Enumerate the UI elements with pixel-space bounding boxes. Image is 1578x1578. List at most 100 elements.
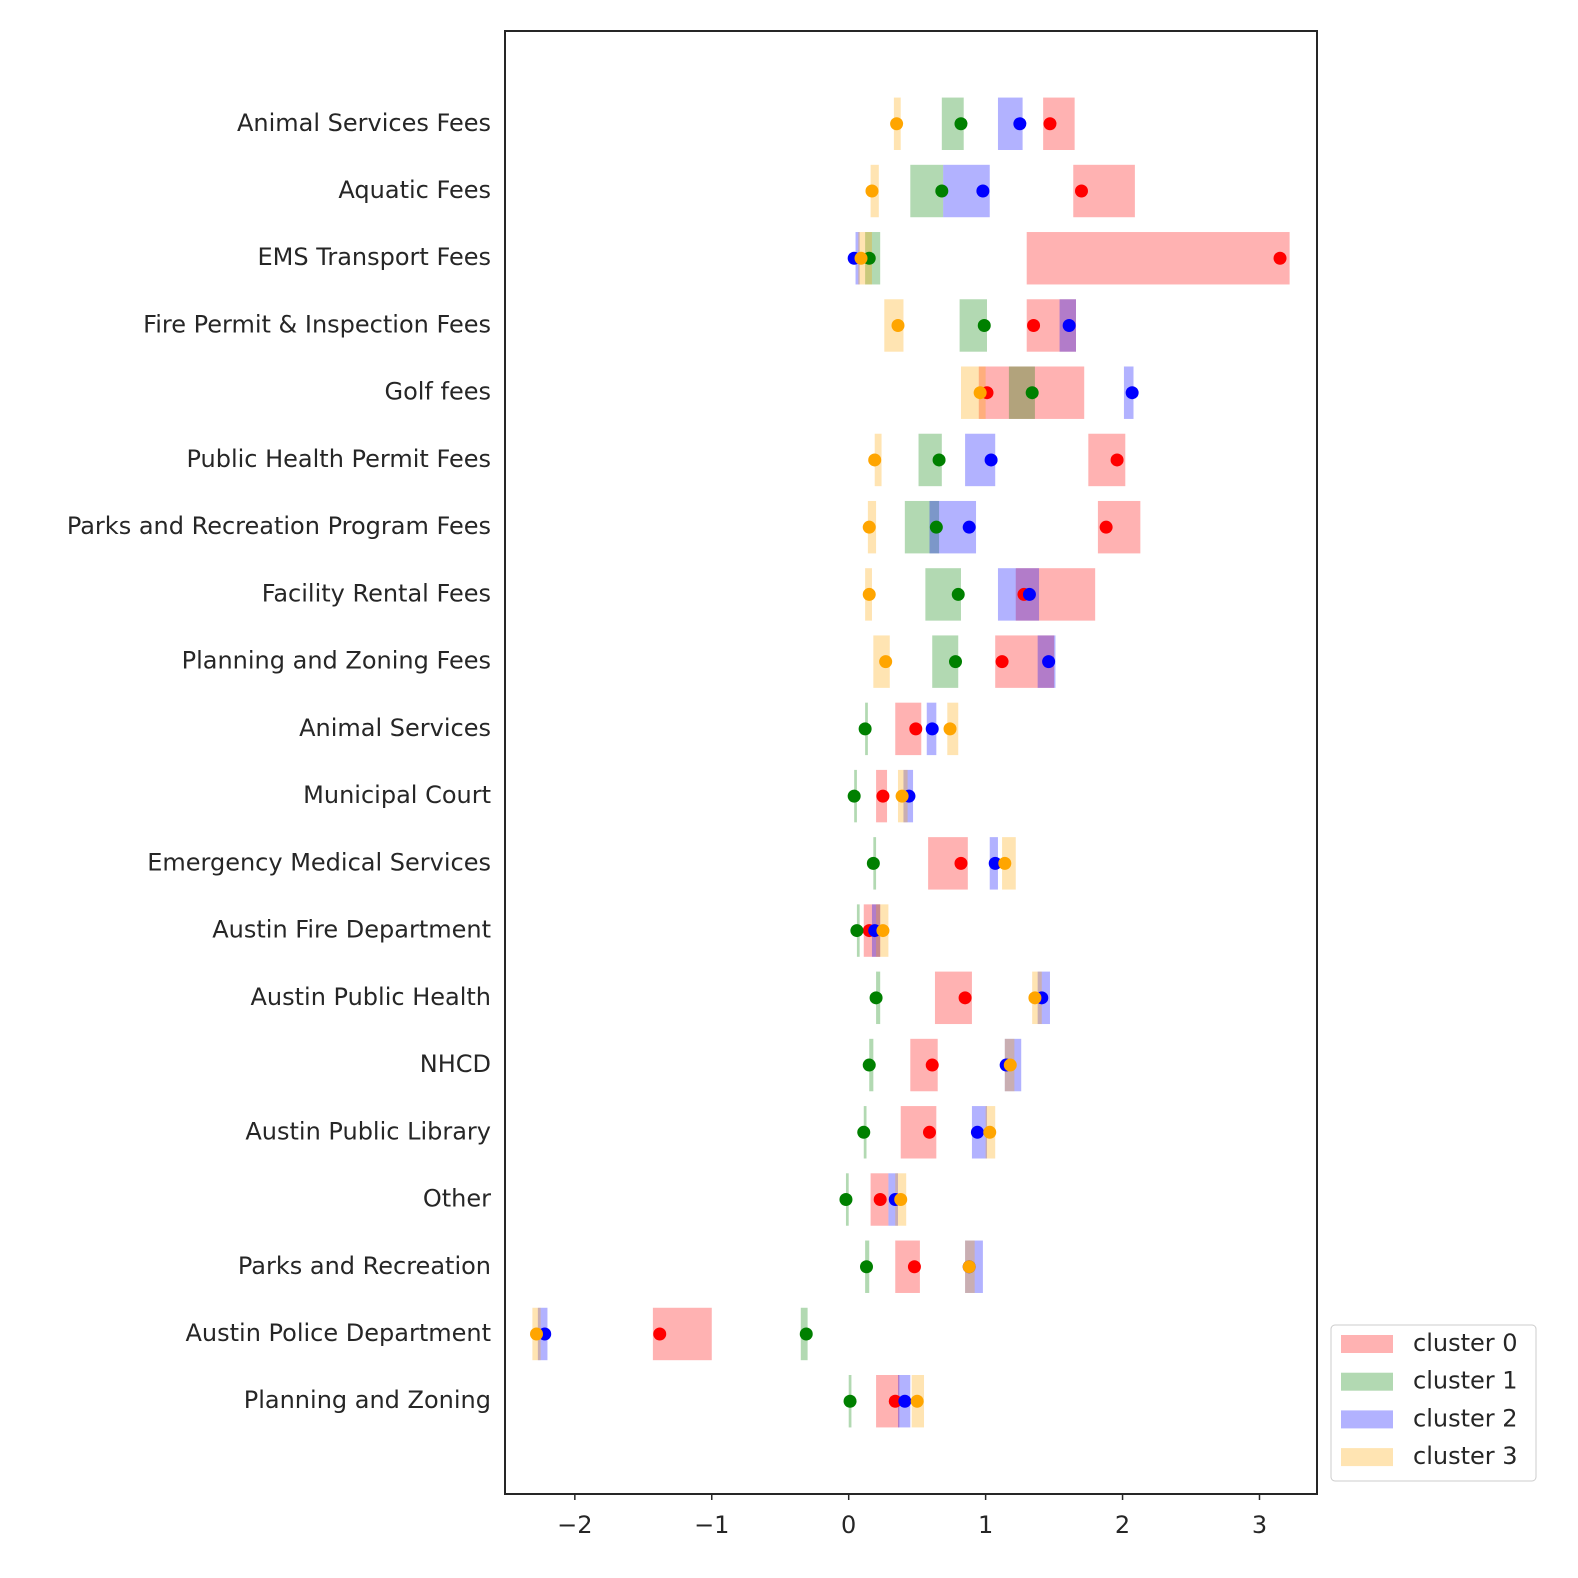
point [847,789,861,803]
y-tick-label: Facility Rental Fees [262,579,491,607]
legend-label: cluster 1 [1413,1367,1518,1395]
legend: cluster 0 cluster 1 cluster 2 cluster 3 [1330,1324,1537,1482]
point [1099,520,1113,534]
point [909,722,923,736]
point [854,251,868,265]
y-tick-label: Other [423,1185,491,1213]
point [862,1058,876,1072]
y-tick-label: Animal Services [299,714,491,742]
point [894,1193,908,1207]
y-tick-label: Planning and Zoning [244,1386,491,1414]
y-tick-label: Austin Police Department [185,1319,491,1347]
x-tick-label: −1 [694,1511,729,1539]
point [949,655,963,669]
x-tick-label: 2 [1115,1511,1130,1539]
point [839,1193,853,1207]
point [850,924,864,938]
y-tick-label: Animal Services Fees [237,109,491,137]
point [922,1125,936,1139]
point [910,1394,924,1408]
point [529,1327,543,1341]
legend-swatch [1341,1372,1393,1391]
point [891,318,905,332]
y-tick-label: Emergency Medical Services [147,848,491,876]
point [943,722,957,736]
point [954,856,968,870]
y-tick-label: Austin Fire Department [212,916,491,944]
point [1013,117,1027,131]
point [1110,453,1124,467]
y-tick-label: Golf fees [384,378,491,406]
legend-box [1330,1324,1537,1482]
y-tick-label: EMS Transport Fees [257,243,491,271]
point [958,991,972,1005]
point [951,587,965,601]
point [983,1125,997,1139]
point [984,453,998,467]
point [998,856,1012,870]
point [929,520,943,534]
y-tick-label: Aquatic Fees [338,176,491,204]
point [925,1058,939,1072]
y-tick-label: Municipal Court [303,781,491,809]
point [890,117,904,131]
legend-label: cluster 3 [1413,1442,1518,1470]
point [873,1193,887,1207]
point [995,655,1009,669]
point [865,184,879,198]
point [876,924,890,938]
y-tick-label: Fire Permit & Inspection Fees [143,310,491,338]
x-tick-label: 0 [841,1511,856,1539]
legend-swatch [1341,1448,1393,1467]
point [988,856,1002,870]
x-tick-label: 1 [978,1511,993,1539]
legend-label: cluster 0 [1413,1329,1518,1357]
point [977,318,991,332]
point [879,655,893,669]
y-tick-label: Parks and Recreation Program Fees [67,512,491,540]
x-tick-label: −2 [557,1511,592,1539]
range-bar [941,97,964,151]
point [869,991,883,1005]
point [935,184,949,198]
point [907,1260,921,1274]
point [858,722,872,736]
point [888,1394,902,1408]
point [954,117,968,131]
point [932,453,946,467]
point [1273,251,1287,265]
legend-swatch [1341,1410,1393,1429]
point [799,1327,813,1341]
point [1027,318,1041,332]
y-tick-label: Austin Public Library [245,1117,491,1145]
point [862,587,876,601]
point [1062,318,1076,332]
point [868,453,882,467]
x-tick-label: 3 [1252,1511,1267,1539]
y-tick-label: Parks and Recreation [238,1252,491,1280]
y-tick-label: Public Health Permit Fees [186,445,491,473]
point [876,789,890,803]
point [1042,655,1056,669]
point [962,1260,976,1274]
range-bar [1026,232,1290,285]
point [1025,386,1039,400]
point [976,184,990,198]
point [895,789,909,803]
plot-frame [504,30,1318,1495]
y-tick-label: NHCD [420,1050,491,1078]
point [1125,386,1139,400]
point [925,722,939,736]
point [843,1394,857,1408]
point [857,1125,871,1139]
range-bar [918,433,942,487]
y-tick-label: Austin Public Health [250,983,491,1011]
legend-label: cluster 2 [1413,1404,1518,1432]
point [653,1327,667,1341]
y-tick-label: Planning and Zoning Fees [182,647,491,675]
point [862,520,876,534]
point [970,1125,984,1139]
legend-swatch [1341,1335,1393,1353]
